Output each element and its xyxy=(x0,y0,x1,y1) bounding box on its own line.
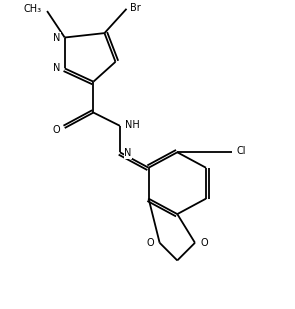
Text: NH: NH xyxy=(125,120,140,130)
Text: N: N xyxy=(124,148,132,159)
Text: O: O xyxy=(147,238,154,248)
Text: Cl: Cl xyxy=(237,146,246,156)
Text: Br: Br xyxy=(130,3,141,13)
Text: N: N xyxy=(53,63,60,74)
Text: N: N xyxy=(53,32,60,43)
Text: CH₃: CH₃ xyxy=(23,4,42,14)
Text: O: O xyxy=(201,238,208,248)
Text: O: O xyxy=(53,125,60,135)
